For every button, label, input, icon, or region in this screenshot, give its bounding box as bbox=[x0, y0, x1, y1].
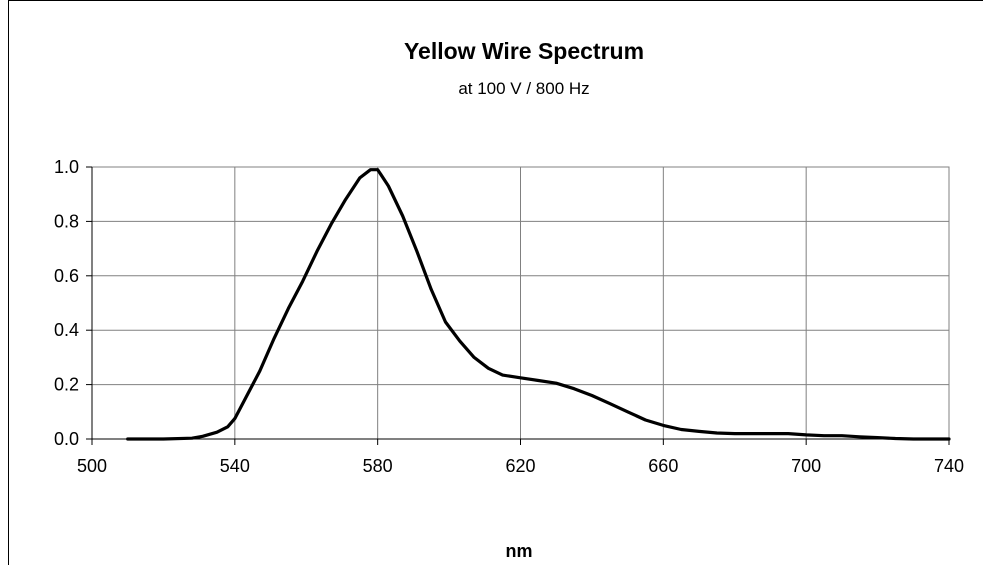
y-tick-label: 0.8 bbox=[54, 211, 79, 231]
y-tick-label: 0.6 bbox=[54, 266, 79, 286]
x-tick-label: 620 bbox=[505, 456, 535, 476]
x-tick-label: 660 bbox=[648, 456, 678, 476]
x-tick-label: 580 bbox=[363, 456, 393, 476]
x-tick-label: 700 bbox=[791, 456, 821, 476]
x-tick-label: 740 bbox=[934, 456, 964, 476]
x-tick-label: 500 bbox=[77, 456, 107, 476]
y-tick-label: 1.0 bbox=[54, 157, 79, 177]
tick-labels: 0.0 0.2 0.4 0.6 0.8 1.0 500 540 580 620 660 700 740 bbox=[54, 157, 964, 476]
chart-subtitle: at 100 V / 800 Hz bbox=[458, 79, 589, 98]
x-tick-label: 540 bbox=[220, 456, 250, 476]
chart-svg: Yellow Wire Spectrum at 100 V / 800 Hz 0… bbox=[54, 38, 964, 561]
x-axis-title: nm bbox=[506, 541, 533, 561]
y-tick-label: 0.4 bbox=[54, 320, 79, 340]
spectrum-line bbox=[126, 168, 951, 441]
grid bbox=[92, 166, 949, 439]
chart-area: Yellow Wire Spectrum at 100 V / 800 Hz 0… bbox=[8, 0, 983, 565]
axes bbox=[86, 166, 950, 445]
y-tick-label: 0.2 bbox=[54, 375, 79, 395]
y-tick-label: 0.0 bbox=[54, 429, 79, 449]
chart-title: Yellow Wire Spectrum bbox=[404, 38, 644, 64]
